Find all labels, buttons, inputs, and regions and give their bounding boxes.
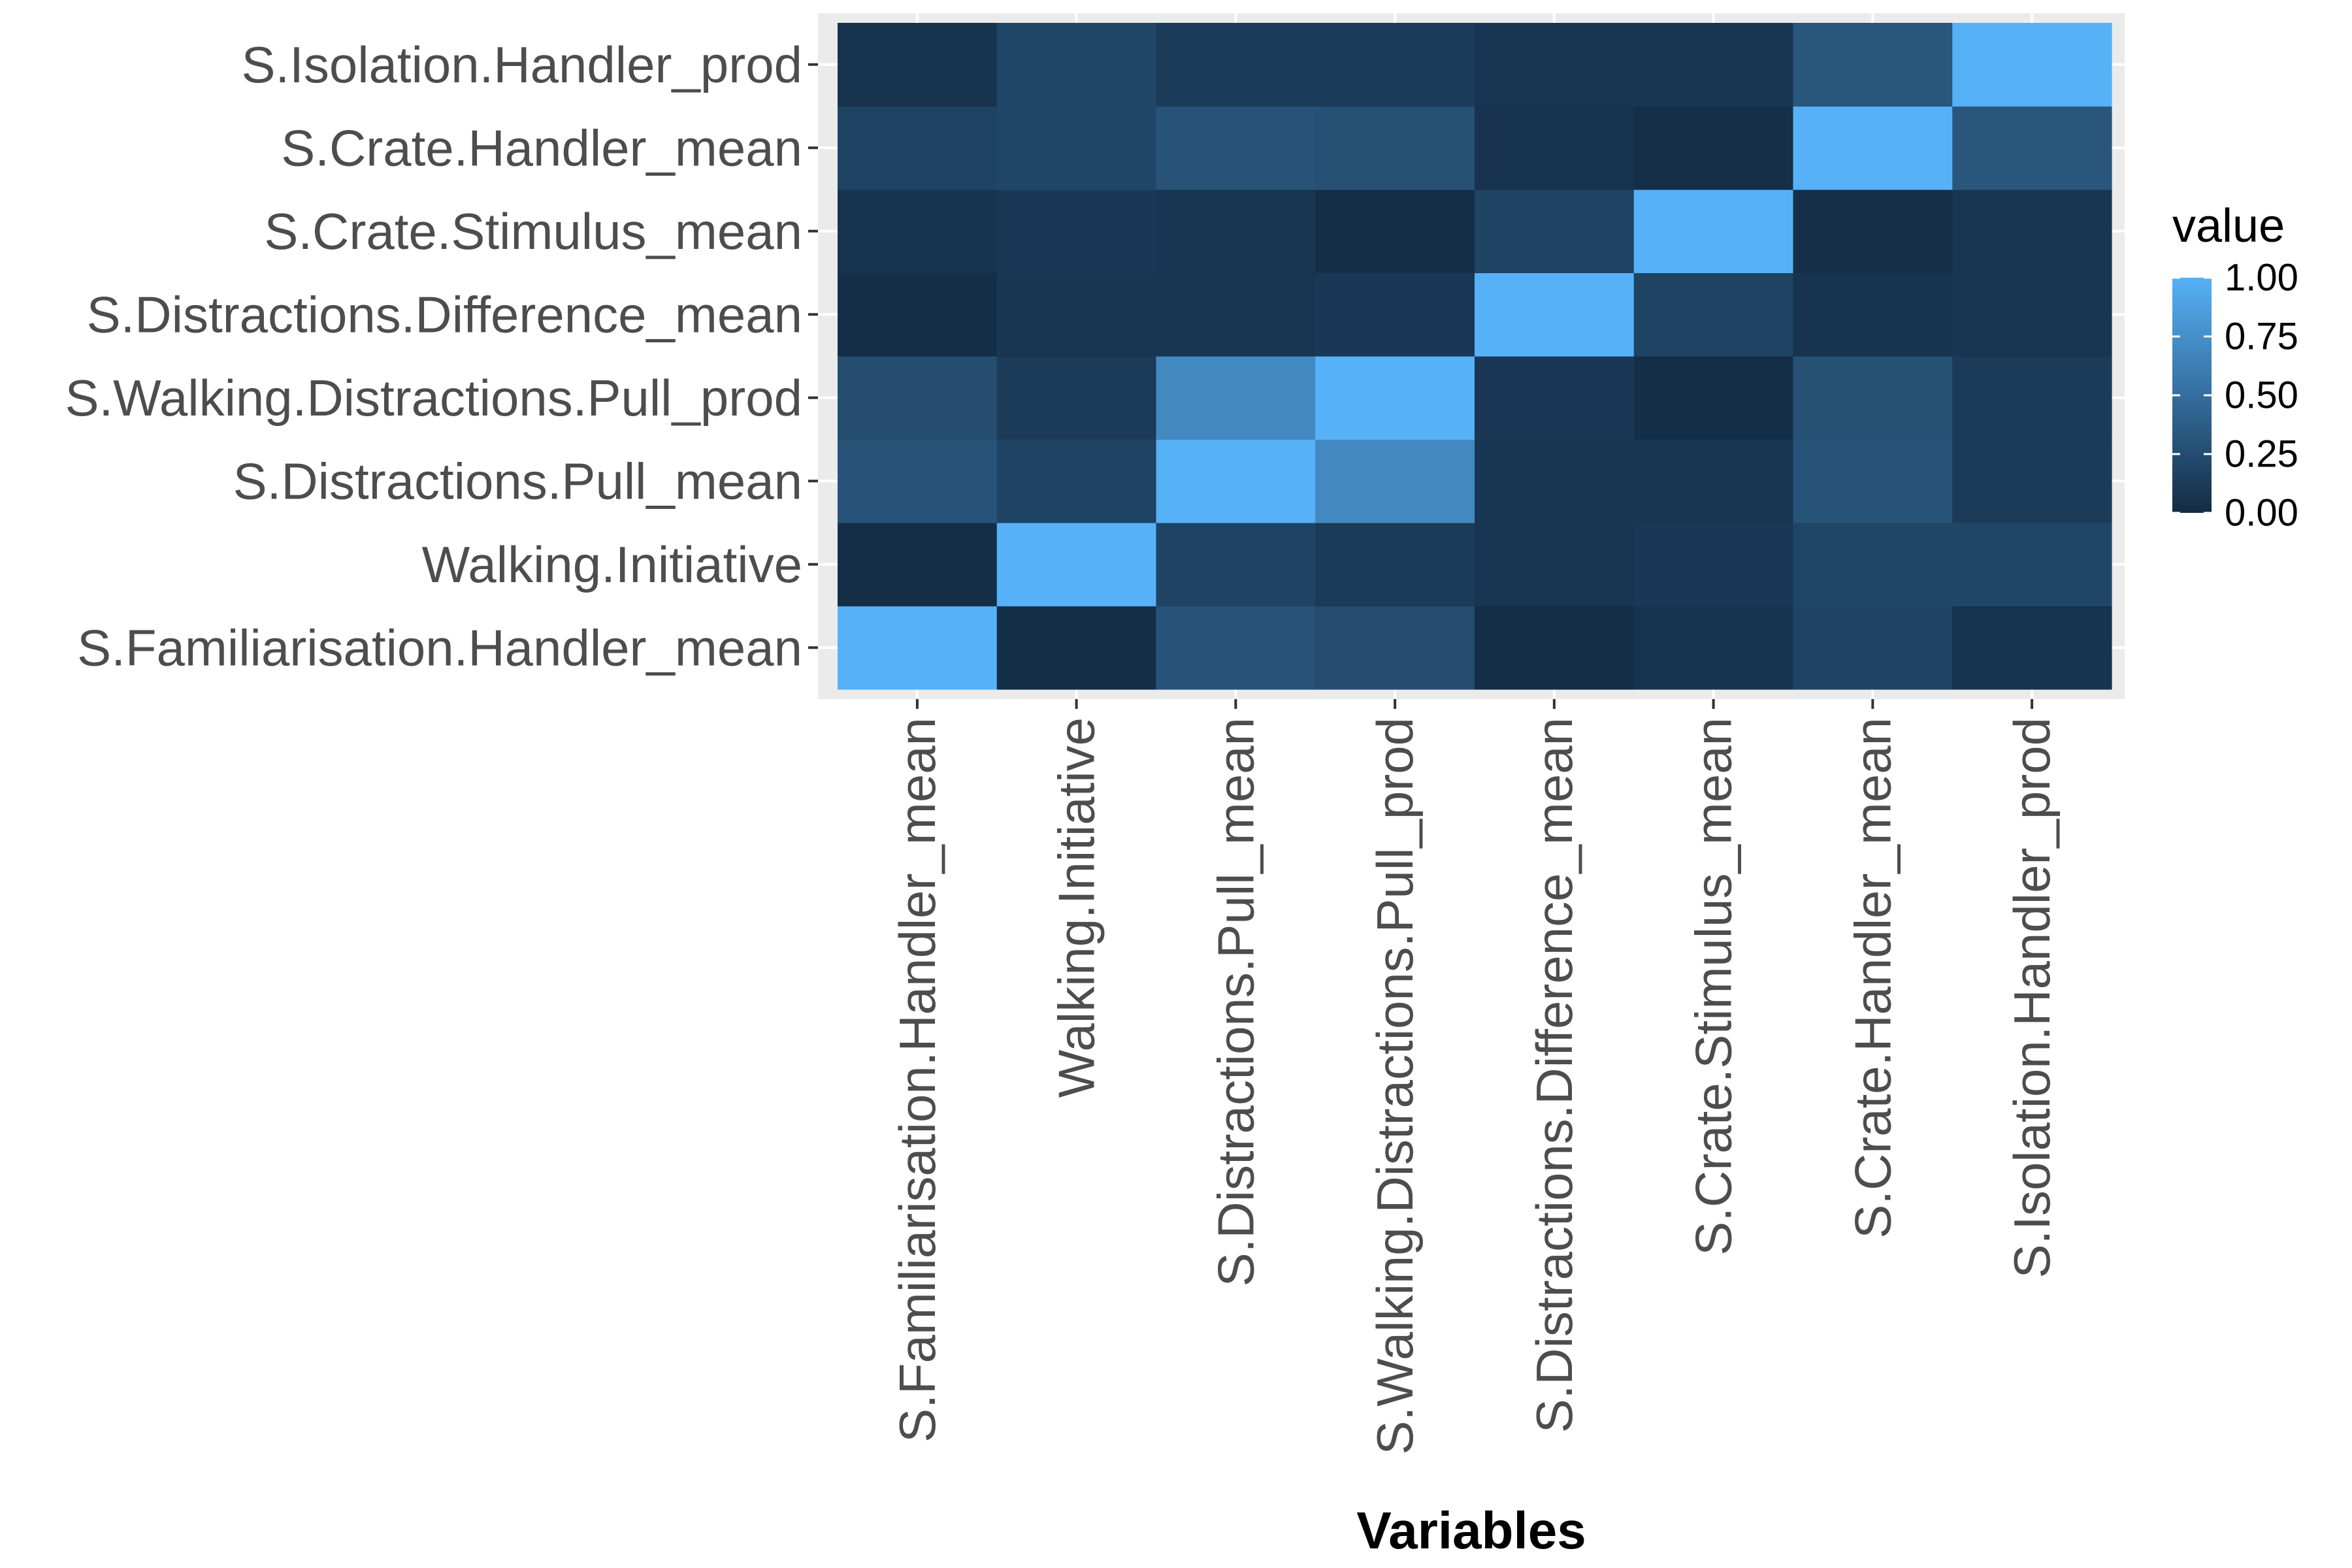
heatmap-cell bbox=[996, 606, 1157, 690]
heatmap-cell bbox=[1315, 189, 1475, 274]
heatmap-cell bbox=[1633, 189, 1794, 274]
x-axis-title: Variables bbox=[1356, 1501, 1586, 1560]
y-tick-label: S.Walking.Distractions.Pull_prod bbox=[65, 369, 802, 427]
heatmap-cell bbox=[1952, 606, 2112, 690]
heatmap-cell bbox=[996, 439, 1157, 523]
x-axis: S.Familiarisation.Handler_mean Walking.In… bbox=[889, 699, 2061, 1455]
x-tick-label: S.Crate.Stimulus_mean bbox=[1685, 717, 1742, 1256]
heatmap-cell bbox=[1156, 356, 1316, 440]
heatmap-cell bbox=[1156, 23, 1316, 107]
heatmap-cell bbox=[1952, 439, 2112, 523]
heatmap-cell bbox=[1475, 23, 1635, 107]
heatmap-cell bbox=[1952, 106, 2112, 190]
heatmap-cell bbox=[1315, 106, 1475, 190]
heatmap-cell bbox=[1793, 439, 1953, 523]
legend-tick-label: 0.00 bbox=[2225, 492, 2298, 534]
y-tick-label: S.Crate.Handler_mean bbox=[281, 119, 802, 176]
heatmap-cell bbox=[1952, 523, 2112, 607]
x-tick-label: S.Distractions.Difference_mean bbox=[1526, 717, 1583, 1433]
heatmap-cell bbox=[838, 272, 998, 357]
heatmap-cell bbox=[1633, 606, 1794, 690]
x-tick-label: S.Crate.Handler_mean bbox=[1844, 717, 1901, 1239]
heatmap-cell bbox=[1475, 439, 1635, 523]
heatmap-cell bbox=[996, 23, 1157, 107]
y-tick-label: S.Familiarisation.Handler_mean bbox=[77, 619, 802, 676]
heatmap-cell bbox=[1633, 439, 1794, 523]
heatmap-cell bbox=[1633, 523, 1794, 607]
heatmap-cell bbox=[1633, 23, 1794, 107]
heatmap-cell bbox=[1952, 356, 2112, 440]
y-axis: S.Familiarisation.Handler_mean Walking.In… bbox=[65, 36, 818, 676]
heatmap-cell bbox=[1793, 106, 1953, 190]
heatmap-cell bbox=[1793, 272, 1953, 357]
heatmap-cell bbox=[1156, 523, 1316, 607]
heatmap-cell bbox=[838, 106, 998, 190]
heatmap-cell bbox=[1475, 523, 1635, 607]
heatmap-cell bbox=[1475, 606, 1635, 690]
x-tick-label: S.Isolation.Handler_prod bbox=[2003, 717, 2061, 1279]
heatmap-cell bbox=[996, 356, 1157, 440]
legend-ticks: 0.00 0.25 0.50 0.75 1.00 bbox=[2172, 257, 2298, 534]
heatmap-cell bbox=[1156, 106, 1316, 190]
heatmap-cell bbox=[838, 523, 998, 607]
heatmap-cell bbox=[996, 272, 1157, 357]
heatmap-cell bbox=[1952, 23, 2112, 107]
heatmap-cell bbox=[838, 439, 998, 523]
heatmap-cell bbox=[1475, 189, 1635, 274]
heatmap-cell bbox=[1793, 356, 1953, 440]
heatmap-cell bbox=[838, 189, 998, 274]
heatmap-cell bbox=[1793, 189, 1953, 274]
heatmap-cell bbox=[996, 189, 1157, 274]
heatmap-cell bbox=[1633, 106, 1794, 190]
heatmap-cell bbox=[1475, 106, 1635, 190]
heatmap-cell bbox=[1156, 189, 1316, 274]
heatmap-cells bbox=[818, 13, 2125, 699]
y-tick-label: Walking.Initiative bbox=[422, 536, 802, 593]
heatmap-cell bbox=[996, 523, 1157, 607]
heatmap-cell bbox=[1156, 272, 1316, 357]
legend-tick-label: 0.50 bbox=[2225, 374, 2298, 417]
heatmap-cell bbox=[1793, 606, 1953, 690]
heatmap-cell bbox=[1315, 356, 1475, 440]
heatmap-cell bbox=[1315, 23, 1475, 107]
x-tick-label: S.Familiarisation.Handler_mean bbox=[889, 717, 946, 1443]
y-tick-label: S.Crate.Stimulus_mean bbox=[264, 203, 802, 260]
heatmap-cell bbox=[838, 23, 998, 107]
legend: value 0.00 0.25 0.50 0.75 1.00 bbox=[2172, 200, 2298, 534]
heatmap-cell bbox=[1633, 356, 1794, 440]
y-tick-label: S.Distractions.Pull_mean bbox=[233, 452, 802, 510]
heatmap-cell bbox=[1633, 272, 1794, 357]
legend-title: value bbox=[2172, 200, 2285, 252]
y-tick-label: S.Distractions.Difference_mean bbox=[87, 286, 802, 343]
x-tick-label: Walking.Initiative bbox=[1048, 717, 1105, 1098]
heatmap-cell bbox=[1952, 272, 2112, 357]
heatmap-cell bbox=[1952, 189, 2112, 274]
heatmap-cell bbox=[1475, 356, 1635, 440]
heatmap-cell bbox=[1315, 606, 1475, 690]
heatmap-cell bbox=[1315, 272, 1475, 357]
heatmap-cell bbox=[1315, 439, 1475, 523]
heatmap-cell bbox=[838, 356, 998, 440]
legend-tick-label: 1.00 bbox=[2225, 257, 2298, 299]
heatmap-cell bbox=[1475, 272, 1635, 357]
x-tick-label: S.Walking.Distractions.Pull_prod bbox=[1366, 717, 1424, 1455]
legend-tick-label: 0.75 bbox=[2225, 316, 2298, 358]
heatmap-cell bbox=[1793, 23, 1953, 107]
legend-tick-label: 0.25 bbox=[2225, 433, 2298, 476]
heatmap-cell bbox=[838, 606, 998, 690]
heatmap-cell bbox=[1156, 439, 1316, 523]
y-tick-label: S.Isolation.Handler_prod bbox=[241, 36, 802, 93]
heatmap-cell bbox=[1156, 606, 1316, 690]
heatmap-cell bbox=[1315, 523, 1475, 607]
x-tick-label: S.Distractions.Pull_mean bbox=[1207, 717, 1264, 1286]
heatmap-cell bbox=[996, 106, 1157, 190]
heatmap-cell bbox=[1793, 523, 1953, 607]
